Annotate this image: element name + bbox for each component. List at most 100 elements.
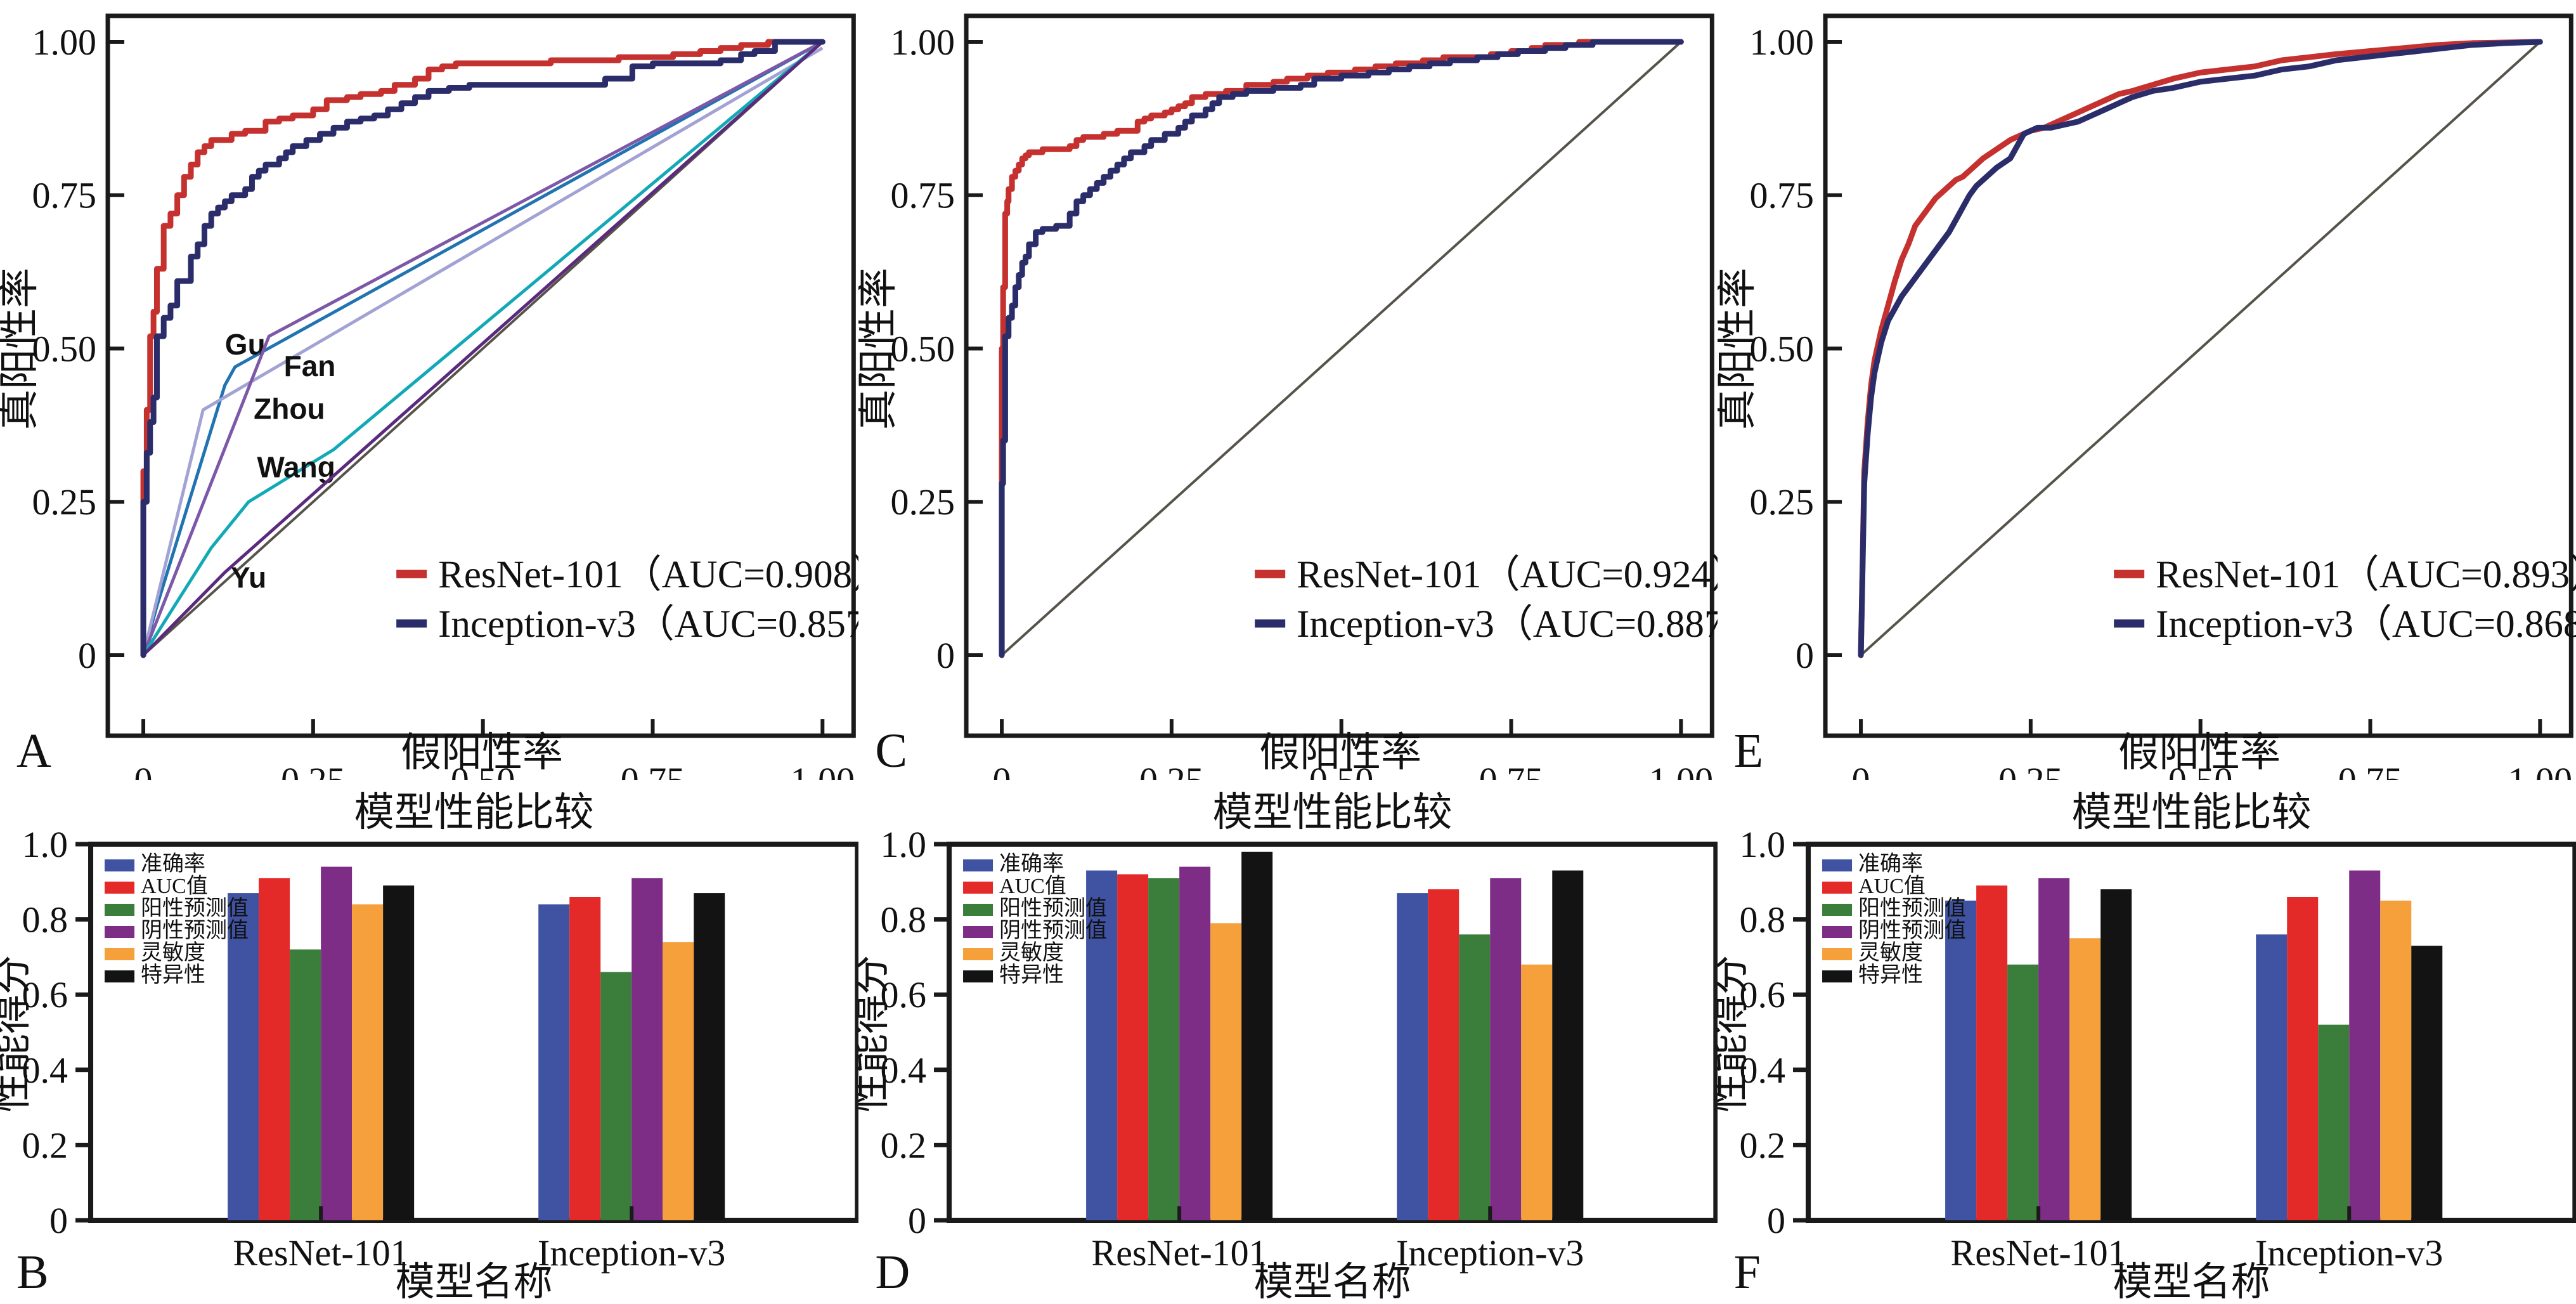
legend-label-0: 准确率 <box>999 852 1064 876</box>
x-tick-label: 0.75 <box>1479 760 1544 780</box>
panel-letter-b: B <box>16 1246 49 1299</box>
y-axis-title: 性能得分 <box>0 955 34 1112</box>
bar-plot: 模型性能比较 0 0.2 0.4 0.6 0.8 1.0 ResNet-101 Inceptio… <box>858 790 1718 1304</box>
bar-resnet101-series-2 <box>2007 964 2038 1220</box>
chance-diagonal-line <box>1860 41 2541 656</box>
bar-inceptionv3-series-5 <box>1552 870 1584 1220</box>
x-axis-title: 模型名称 <box>2113 1261 2270 1304</box>
y-tick-label: 0.4 <box>881 1050 927 1091</box>
y-tick-label: 0.75 <box>1749 175 1814 216</box>
roc-curve-resnet101 <box>1858 39 2543 658</box>
legend-swatch-0 <box>1822 859 1852 871</box>
roc-plot: 0 0.25 0.50 0.75 1.00 0 0.25 0.50 0.75 1.00 ResNet… <box>1718 13 2576 780</box>
roc-chart-internal-validation: 0 0.25 0.50 0.75 1.00 0 0.25 0.50 0.75 1.00 Gu Fan Z… <box>0 0 858 780</box>
legend-swatch-5 <box>963 970 994 982</box>
legend-label-3: 阴性预测值 <box>141 918 249 942</box>
reference-line-zhou <box>141 40 824 656</box>
roc-curve-inceptionv3 <box>999 39 1685 658</box>
legend-swatch-1 <box>1822 882 1852 894</box>
y-tick-label: 0.25 <box>32 481 97 523</box>
y-tick-label: 0.6 <box>881 974 927 1015</box>
x-tick-label: 0.25 <box>1998 760 2063 780</box>
bar-resnet101-series-1 <box>1976 885 2007 1220</box>
plot-box <box>88 842 859 1223</box>
legend-label-inceptionv3: Inception-v3（AUC=0.887） <box>1297 603 1717 646</box>
legend-swatch-3 <box>963 926 994 938</box>
reference-line-yu <box>142 41 824 656</box>
legend-swatch-2 <box>963 904 994 916</box>
panel-letter-a: A <box>16 724 51 778</box>
roc-chart-external-test-1: 0 0.25 0.50 0.75 1.00 0 0.25 0.50 0.75 1.00 ResNet… <box>858 0 1718 780</box>
legend-label-4: 灵敏度 <box>999 941 1064 965</box>
bar-inceptionv3-series-3 <box>631 878 663 1220</box>
x-tick-label: 0.75 <box>2338 760 2402 780</box>
chart-title: 模型性能比较 <box>354 790 594 835</box>
bar-inceptionv3-series-0 <box>538 904 570 1220</box>
legend-swatch-3 <box>1822 926 1852 938</box>
y-tick-label: 0.8 <box>22 899 68 941</box>
panel-letter-c: C <box>875 724 908 778</box>
y-tick-label: 0.8 <box>881 899 927 941</box>
legend-label-inceptionv3: Inception-v3（AUC=0.868） <box>2156 603 2576 646</box>
y-tick-label: 0 <box>1796 635 1814 676</box>
y-tick-label: 0.2 <box>22 1125 68 1166</box>
bar-resnet101-series-2 <box>290 949 321 1220</box>
roc-plot: 0 0.25 0.50 0.75 1.00 0 0.25 0.50 0.75 1.00 ResNet… <box>858 13 1718 780</box>
y-tick-label: 0.25 <box>891 481 955 523</box>
x-tick-label: 0.50 <box>1309 760 1374 780</box>
bar-resnet101-series-5 <box>383 885 415 1220</box>
reference-label-wang: Wang <box>257 451 335 484</box>
x-axis-title: 假阳性率 <box>401 730 563 775</box>
bar-resnet101-series-5 <box>2100 889 2132 1220</box>
bar-inceptionv3-series-0 <box>2255 934 2287 1220</box>
y-tick-label: 1.00 <box>32 22 97 63</box>
legend-swatch-3 <box>105 926 135 938</box>
y-tick-label: 0.50 <box>32 329 97 370</box>
y-axis-title: 真阳性率 <box>1718 268 1759 430</box>
bar-inceptionv3-series-2 <box>2317 1024 2349 1220</box>
bar-inceptionv3-series-3 <box>1490 878 1522 1220</box>
panel-letter-d: D <box>875 1246 910 1299</box>
legend-swatch-2 <box>1822 904 1852 916</box>
x-tick-label: 0 <box>134 760 153 780</box>
y-tick-label: 0.50 <box>1749 329 1814 370</box>
panel-letter-f: F <box>1733 1246 1761 1299</box>
bar-inceptionv3-series-2 <box>1459 934 1491 1220</box>
legend-label-1: AUC值 <box>141 874 208 898</box>
bar-inceptionv3-series-4 <box>1521 964 1553 1220</box>
x-tick-label: 0.50 <box>2168 760 2233 780</box>
x-tick-label: 1.00 <box>1649 760 1714 780</box>
y-tick-label: 1.0 <box>22 824 68 865</box>
bar-resnet101-series-4 <box>352 904 384 1220</box>
legend-swatch-4 <box>1822 948 1852 960</box>
bar-inceptionv3-series-2 <box>600 972 632 1220</box>
plot-box <box>947 842 1718 1223</box>
y-tick-label: 0.4 <box>22 1050 68 1091</box>
bar-inceptionv3-series-1 <box>569 897 601 1220</box>
legend-label-resnet101: ResNet-101（AUC=0.908） <box>438 554 858 596</box>
y-tick-label: 0 <box>936 635 955 676</box>
y-axis-title: 性能得分 <box>858 955 893 1112</box>
roc-chart-external-test-2: 0 0.25 0.50 0.75 1.00 0 0.25 0.50 0.75 1.00 ResNet… <box>1718 0 2576 780</box>
bar-inceptionv3-series-0 <box>1397 893 1428 1220</box>
y-axis-title: 真阳性率 <box>0 268 42 430</box>
panel-d: 模型性能比较 0 0.2 0.4 0.6 0.8 1.0 ResNet-101 Inceptio… <box>858 780 1718 1304</box>
roc-plot: 0 0.25 0.50 0.75 1.00 0 0.25 0.50 0.75 1.00 Gu Fan Z… <box>0 13 858 780</box>
bar-resnet101-series-0 <box>228 893 259 1220</box>
y-tick-label: 1.00 <box>1749 22 1814 63</box>
x-category-label: ResNet-101 <box>1092 1232 1267 1274</box>
legend-label-4: 灵敏度 <box>1858 941 1923 965</box>
bar-resnet101-series-2 <box>1148 878 1180 1220</box>
plot-box <box>1823 13 2573 738</box>
legend-swatch-0 <box>963 859 994 871</box>
x-category-label: ResNet-101 <box>233 1232 409 1274</box>
legend-label-resnet101: ResNet-101（AUC=0.893） <box>2156 554 2576 596</box>
reference-label-fan: Fan <box>284 349 336 382</box>
x-axis-title: 模型名称 <box>396 1261 553 1304</box>
y-tick-label: 0.50 <box>891 329 955 370</box>
panel-c: 0 0.25 0.50 0.75 1.00 0 0.25 0.50 0.75 1.00 ResNet… <box>858 0 1718 780</box>
bar-inceptionv3-series-5 <box>694 893 725 1220</box>
legend-label-0: 准确率 <box>1858 852 1923 876</box>
legend-swatch-1 <box>963 882 994 894</box>
y-tick-label: 0 <box>908 1200 926 1241</box>
